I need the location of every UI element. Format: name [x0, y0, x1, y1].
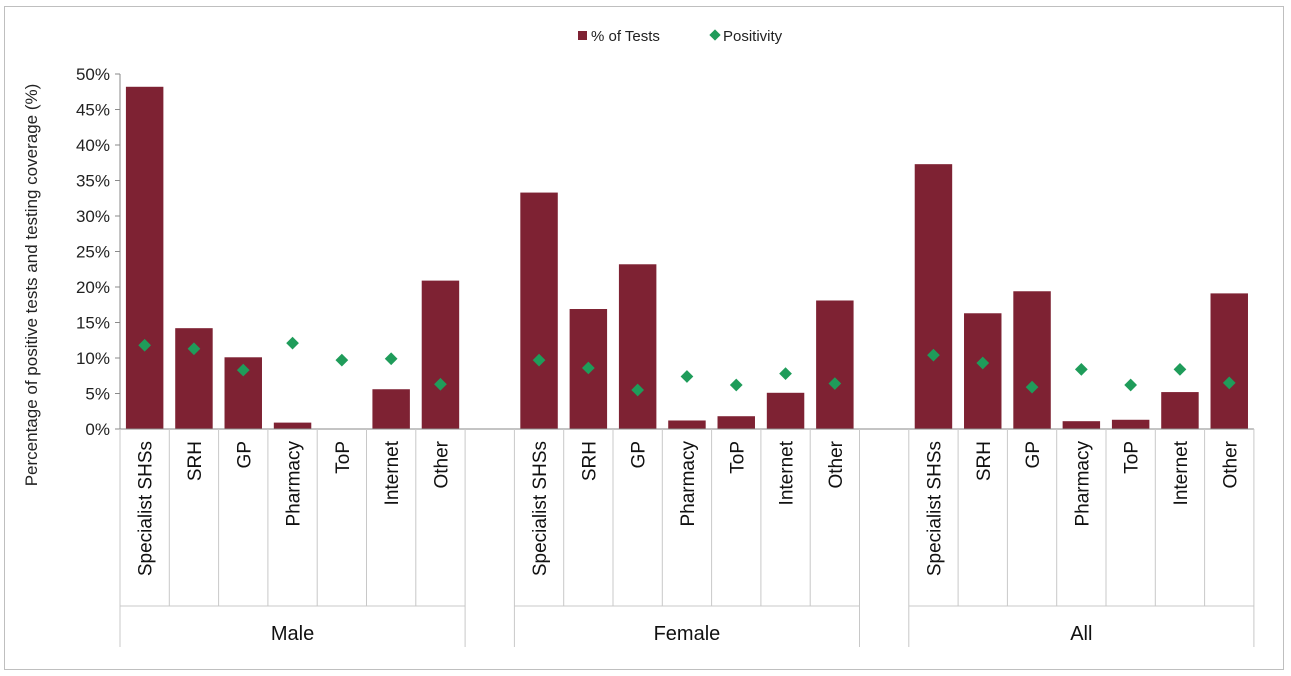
category-label: ToP	[1122, 441, 1143, 474]
y-tick-label: 30%	[76, 207, 110, 226]
y-tick-label: 35%	[76, 172, 110, 191]
category-label: Specialist SHSs	[136, 441, 157, 576]
category-label: Internet	[1171, 440, 1192, 505]
y-tick-label: 5%	[85, 385, 110, 404]
x-axis: Male Specialist SHSs SRH GP Pharmacy ToP Inter…	[119, 428, 1255, 647]
category-label: ToP	[727, 441, 748, 474]
bar-tests	[1013, 291, 1051, 429]
chart-frame	[4, 6, 1284, 670]
legend-swatch-positivity	[709, 29, 721, 41]
group-label-female: Female	[654, 623, 721, 645]
legend-swatch-tests	[578, 31, 587, 40]
marker-positivity	[680, 370, 694, 383]
y-tick-label: 45%	[76, 101, 110, 120]
category-label: Other	[431, 440, 452, 488]
category-label: Internet	[777, 440, 798, 505]
bar-tests	[668, 420, 706, 429]
marker-positivity	[1074, 362, 1088, 376]
bar-tests	[125, 86, 164, 429]
marker-positivity	[384, 352, 398, 366]
marker-positivity	[779, 367, 792, 380]
bar-tests	[1111, 419, 1150, 429]
marker-positivity	[434, 377, 447, 391]
bars	[125, 86, 1248, 430]
marker-positivity	[1124, 378, 1138, 392]
bar-tests	[520, 192, 558, 429]
bar-tests	[273, 422, 312, 429]
legend-label-positivity: Positivity	[723, 28, 783, 45]
legend-label-tests: % of Tests	[591, 28, 660, 45]
category-label: SRH	[579, 441, 600, 481]
category-label: GP	[1023, 441, 1044, 468]
bar-tests	[964, 313, 1002, 429]
y-tick-label: 25%	[76, 243, 110, 262]
category-label: GP	[629, 441, 650, 468]
category-label: Other	[1220, 440, 1241, 488]
marker-positivity	[236, 363, 250, 377]
y-axis-label: Percentage of positive tests and testing…	[22, 84, 41, 487]
category-label: GP	[234, 441, 255, 468]
bar-tests	[1062, 421, 1101, 429]
category-label: SRH	[185, 441, 206, 481]
group-label-male: Male	[271, 623, 314, 645]
category-label: ToP	[333, 441, 354, 474]
group-label-all: All	[1070, 623, 1092, 645]
category-label: Pharmacy	[678, 441, 699, 527]
y-tick-label: 50%	[76, 65, 110, 84]
bar-tests	[816, 300, 854, 429]
category-label: Pharmacy	[284, 441, 305, 527]
y-tick-label: 15%	[76, 314, 110, 333]
legend: % of Tests Positivity	[578, 28, 783, 45]
marker-positivity	[729, 378, 743, 392]
bar-tests	[914, 164, 953, 430]
y-tick-label: 10%	[76, 349, 110, 368]
category-label: Specialist SHSs	[530, 441, 551, 576]
bar-tests	[421, 280, 460, 429]
bar-tests	[618, 264, 657, 429]
bar-tests	[717, 416, 755, 429]
positivity-markers	[138, 336, 1236, 397]
y-tick-label: 20%	[76, 278, 110, 297]
marker-positivity	[335, 353, 349, 367]
marker-positivity	[187, 342, 201, 356]
marker-positivity	[1173, 362, 1187, 376]
marker-positivity	[286, 336, 299, 350]
marker-positivity	[138, 338, 152, 352]
bar-tests	[766, 392, 805, 429]
category-label: Pharmacy	[1072, 441, 1093, 527]
category-label: Internet	[382, 440, 403, 505]
category-label: SRH	[974, 441, 995, 481]
y-tick-label: 0%	[85, 420, 110, 439]
y-tick-label: 40%	[76, 136, 110, 155]
bar-tests	[372, 389, 410, 429]
bar-tests	[1210, 293, 1248, 429]
category-label: Other	[826, 440, 847, 488]
bar-tests	[1161, 392, 1199, 429]
category-label: Specialist SHSs	[924, 441, 945, 576]
y-axis: 0% 5% 10% 15% 20% 25% 30% 35% 40% 45% 50%	[76, 65, 121, 439]
